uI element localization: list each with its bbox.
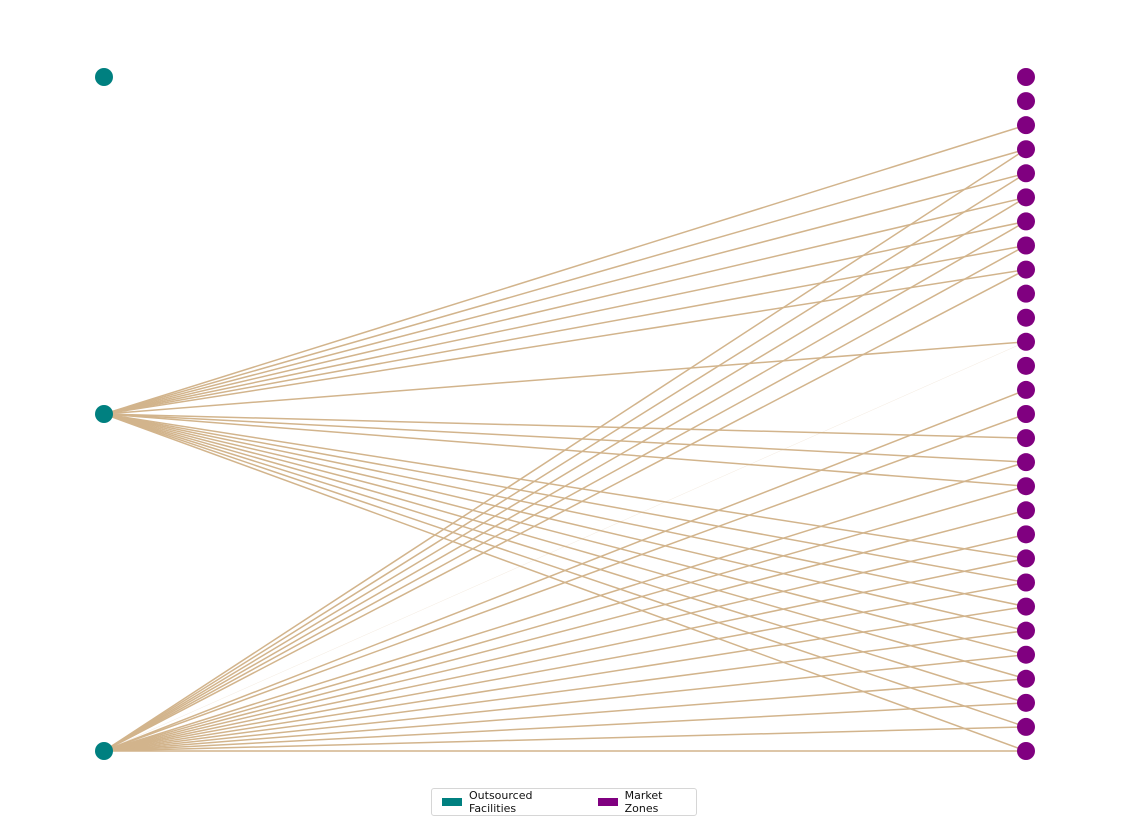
edge-facility-2-market-27 <box>103 726 1027 752</box>
edge-facility-2-market-8 <box>103 268 1027 752</box>
edge-facility-1-market-6 <box>103 220 1027 415</box>
edge-facility-2-market-7 <box>103 244 1027 752</box>
market-node-23 <box>1017 621 1035 640</box>
market-node-25 <box>1017 669 1035 688</box>
market-node-20 <box>1017 549 1035 568</box>
market-node-18 <box>1017 501 1035 520</box>
market-node-11 <box>1017 332 1035 351</box>
market-node-12 <box>1017 356 1035 375</box>
market-node-17 <box>1017 477 1035 496</box>
edge-facility-1-market-8 <box>103 268 1027 415</box>
market-node-16 <box>1017 453 1035 472</box>
legend-facilities-label: Outsourced Facilities <box>469 789 533 815</box>
market-node-3 <box>1017 140 1035 159</box>
edge-facility-1-market-15 <box>103 413 1027 439</box>
facility-node-0 <box>95 68 113 86</box>
edge-facility-1-market-23 <box>103 413 1027 632</box>
market-node-9 <box>1017 284 1035 303</box>
market-node-13 <box>1017 380 1035 399</box>
edge-facility-1-market-11 <box>103 341 1027 415</box>
market-node-0 <box>1017 68 1035 86</box>
facility-swatch <box>442 798 462 806</box>
market-swatch <box>597 798 618 806</box>
market-node-1 <box>1017 92 1035 111</box>
market-node-22 <box>1017 597 1035 616</box>
edge-facility-2-market-22 <box>103 605 1027 752</box>
market-node-10 <box>1017 308 1035 327</box>
legend-item-facilities: Outsourced Facilities <box>442 789 578 815</box>
edge-facility-2-market-18 <box>103 509 1027 752</box>
edge-facility-2-market-17 <box>103 485 1027 752</box>
facility-node-2 <box>95 742 113 760</box>
edge-facility-2-market-24 <box>103 653 1027 752</box>
edge-facility-2-market-23 <box>103 629 1027 752</box>
edge-facility-1-market-4 <box>103 172 1027 415</box>
edge-facility-1-market-24 <box>103 413 1027 656</box>
legend-item-markets: Market Zones <box>597 789 696 815</box>
edge-facility-2-market-6 <box>103 220 1027 752</box>
edge-facility-1-market-16 <box>103 413 1027 463</box>
node-layer <box>95 68 1035 760</box>
market-node-28 <box>1017 742 1035 760</box>
market-node-8 <box>1017 260 1035 279</box>
market-node-15 <box>1017 429 1035 448</box>
market-node-27 <box>1017 717 1035 736</box>
legend-markets-label: Market Zones <box>624 789 663 815</box>
edge-facility-1-market-25 <box>103 413 1027 680</box>
edge-layer <box>103 124 1027 752</box>
market-node-24 <box>1017 645 1035 664</box>
edge-facility-2-market-19 <box>103 533 1027 752</box>
edge-facility-2-market-3 <box>103 148 1027 752</box>
edge-facility-2-market-20 <box>103 557 1027 752</box>
market-node-4 <box>1017 164 1035 183</box>
edge-facility-1-market-2 <box>103 124 1027 415</box>
edge-facility-1-market-3 <box>103 148 1027 415</box>
market-node-6 <box>1017 212 1035 231</box>
market-node-19 <box>1017 525 1035 544</box>
market-node-2 <box>1017 116 1035 135</box>
market-node-21 <box>1017 573 1035 592</box>
edge-facility-1-market-26 <box>103 413 1027 704</box>
edge-facility-2-market-26 <box>103 702 1027 752</box>
market-node-14 <box>1017 405 1035 423</box>
edge-facility-2-market-16 <box>103 461 1027 752</box>
edge-facility-1-market-7 <box>103 244 1027 415</box>
edge-facility-2-market-4 <box>103 172 1027 752</box>
market-node-7 <box>1017 236 1035 255</box>
market-node-26 <box>1017 693 1035 712</box>
market-node-5 <box>1017 188 1035 207</box>
legend: Outsourced Facilities Market Zones <box>431 788 697 816</box>
edge-facility-2-market-21 <box>103 581 1027 752</box>
edge-facility-2-market-5 <box>103 196 1027 752</box>
facility-node-1 <box>95 405 113 423</box>
edge-facility-2-market-14 <box>103 413 1027 752</box>
edge-facility-2-market-13 <box>103 389 1027 752</box>
edge-facility-2-market-25 <box>103 678 1027 752</box>
edge-facility-1-market-5 <box>103 196 1027 415</box>
